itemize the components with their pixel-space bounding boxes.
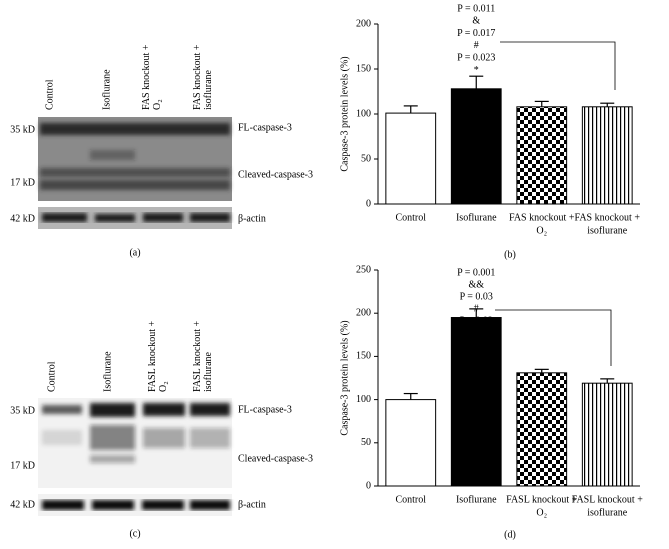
marker-label: 42 kD <box>10 499 35 510</box>
bar <box>450 88 502 205</box>
lane-label: Control <box>44 79 55 110</box>
panel-label: (d) <box>504 529 516 540</box>
lane-label: FASL knockout + <box>192 320 203 392</box>
annotation: P = 0.023 <box>457 52 495 63</box>
y-tick-label: 50 <box>361 437 371 448</box>
y-tick-label: 250 <box>356 264 371 275</box>
y-tick-label: 150 <box>356 351 371 362</box>
annotation: # <box>474 40 479 51</box>
band-label: Cleaved-caspase-3 <box>238 169 313 180</box>
marker-label: 35 kD <box>10 405 35 416</box>
panel-label: (a) <box>129 247 140 258</box>
x-tick-label: FAS knockout + <box>575 212 641 223</box>
annotation: * <box>474 65 479 76</box>
panel-label: (b) <box>504 249 516 260</box>
annotation: P = 0.017 <box>457 28 495 39</box>
band-label: β-actin <box>238 213 266 224</box>
x-tick-label: Isoflurane <box>456 212 497 223</box>
band-label: β-actin <box>238 499 266 510</box>
y-tick-label: 100 <box>356 394 371 405</box>
y-axis-title: Caspase-3 protein levels (%) <box>339 320 350 435</box>
panel-label: (c) <box>129 528 140 539</box>
x-tick-label: isoflurane <box>587 507 628 518</box>
bar <box>516 106 568 205</box>
marker-label: 17 kD <box>10 177 35 188</box>
lane-label: FASL knockout + <box>147 320 158 392</box>
lane-label: Control <box>46 361 57 392</box>
blot-image <box>38 398 232 516</box>
y-tick-label: 200 <box>356 307 371 318</box>
annotation: & <box>472 16 480 27</box>
y-tick-label: 150 <box>356 63 371 74</box>
y-tick-label: 50 <box>361 153 371 164</box>
y-tick-label: 0 <box>366 480 371 491</box>
annotation: # <box>474 303 479 314</box>
annotation: P = 0.03 <box>460 291 493 302</box>
x-tick-label: Control <box>395 494 426 505</box>
bar <box>581 382 633 487</box>
lane-label: Isoflurane <box>102 351 113 392</box>
blot-image <box>38 117 232 229</box>
lane-label: isoflurane <box>203 69 214 110</box>
x-tick-label: FAS knockout + <box>509 212 575 223</box>
band-label: FL-caspase-3 <box>238 122 292 133</box>
x-tick-label: Isoflurane <box>456 494 497 505</box>
x-tick-label: O₂ <box>536 507 547 518</box>
y-tick-label: 200 <box>356 18 371 29</box>
lane-label: O₂ <box>152 99 163 110</box>
lane-label: FAS knockout + <box>141 44 152 110</box>
y-axis-title: Caspase-3 protein levels (%) <box>339 56 350 171</box>
y-tick-label: 0 <box>366 198 371 209</box>
lane-label: O₂ <box>158 381 169 392</box>
annotation: P = 0.02 <box>460 315 493 326</box>
x-tick-label: FASL knockout + <box>506 494 578 505</box>
marker-label: 42 kD <box>10 213 35 224</box>
x-tick-label: FASL knockout + <box>572 494 644 505</box>
significance-bracket <box>495 309 612 366</box>
x-tick-label: Control <box>395 212 426 223</box>
band-label: FL-caspase-3 <box>238 404 292 415</box>
x-tick-label: isoflurane <box>587 225 628 236</box>
annotation: * <box>474 327 479 338</box>
significance-bracket <box>500 41 616 90</box>
annotation: && <box>468 279 484 290</box>
bar <box>516 372 568 487</box>
bar <box>385 112 437 205</box>
lane-label: FAS knockout + <box>192 44 203 110</box>
annotation: P = 0.011 <box>457 3 495 14</box>
marker-label: 17 kD <box>10 460 35 471</box>
bar <box>385 399 437 487</box>
x-tick-label: O₂ <box>536 225 547 236</box>
band-label: Cleaved-caspase-3 <box>238 453 313 464</box>
y-tick-label: 100 <box>356 108 371 119</box>
bar <box>450 317 502 487</box>
lane-label: Isoflurane <box>101 69 112 110</box>
marker-label: 35 kD <box>10 124 35 135</box>
bar <box>581 106 633 205</box>
lane-label: isoflurane <box>203 351 214 392</box>
annotation: P = 0.001 <box>457 267 495 278</box>
